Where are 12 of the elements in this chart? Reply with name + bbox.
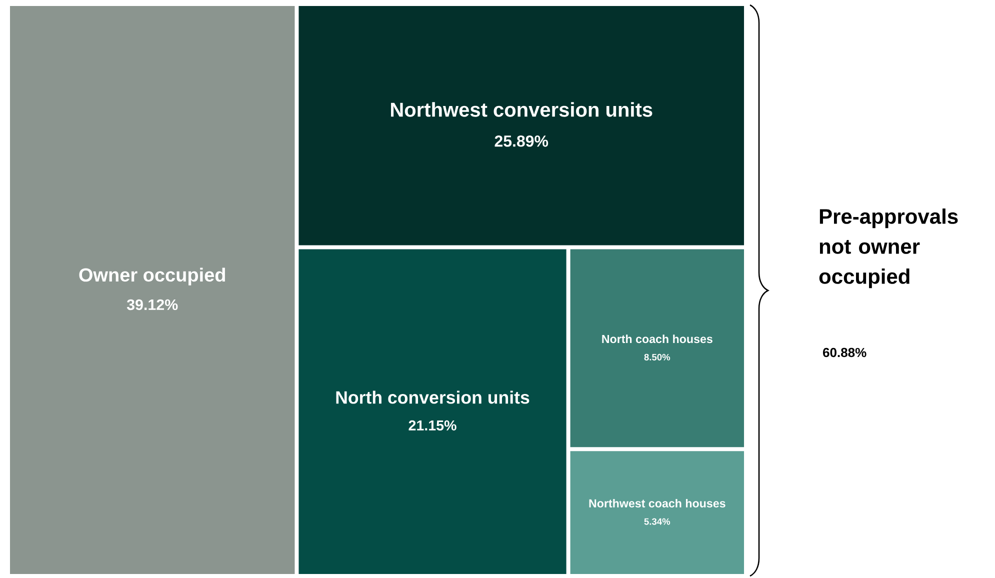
text: Pre-approvals not owner occupied xyxy=(819,208,958,288)
category-label: North conversion units xyxy=(336,390,530,404)
data-label: 21.15% xyxy=(408,420,456,430)
category-label: North coach houses xyxy=(602,334,712,344)
data-label: 8.50% xyxy=(644,354,670,360)
data-label: 39.12% xyxy=(126,299,178,310)
text: 60.88% xyxy=(823,348,866,358)
category-label: Northwest coach houses xyxy=(589,498,726,508)
data-label: 25.89% xyxy=(494,135,548,147)
category-label: Northwest conversion units xyxy=(391,102,652,117)
category-label: Owner occupied xyxy=(79,268,225,286)
data-label: 5.34% xyxy=(644,518,670,525)
